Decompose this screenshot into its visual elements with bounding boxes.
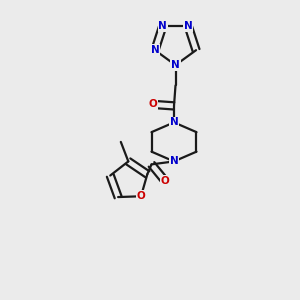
Text: N: N [151,45,159,55]
Text: O: O [160,176,169,186]
Text: O: O [148,99,158,110]
Text: O: O [136,191,146,201]
Text: N: N [171,60,180,70]
Text: N: N [158,21,167,31]
Text: N: N [184,21,193,31]
Text: N: N [169,117,178,128]
Text: N: N [169,156,178,167]
